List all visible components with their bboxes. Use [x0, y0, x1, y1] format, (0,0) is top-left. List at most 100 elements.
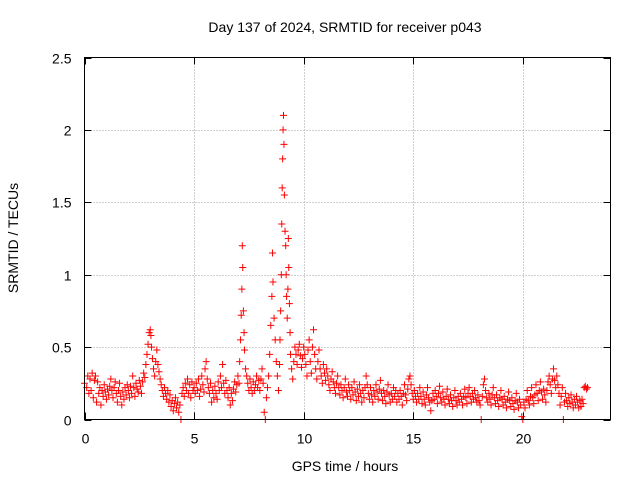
data-point — [447, 391, 455, 399]
data-point — [441, 401, 449, 409]
data-point — [281, 227, 289, 235]
data-point — [414, 389, 422, 397]
data-point — [342, 388, 350, 396]
data-point — [212, 389, 220, 397]
x-tick-label: 5 — [191, 431, 199, 447]
data-point — [508, 394, 516, 402]
data-point — [133, 385, 141, 393]
data-point — [285, 263, 293, 271]
y-tick-label: 2 — [64, 123, 72, 139]
data-point — [532, 381, 540, 389]
data-point — [102, 395, 110, 403]
data-point — [258, 365, 266, 373]
data-point — [235, 379, 243, 387]
data-point — [523, 387, 531, 395]
data-point — [185, 389, 193, 397]
data-point — [123, 381, 131, 389]
data-point — [278, 220, 286, 228]
data-point — [280, 111, 288, 119]
data-point — [372, 381, 380, 389]
data-point — [333, 379, 341, 387]
data-point — [228, 397, 236, 405]
data-point — [353, 385, 361, 393]
data-point — [292, 350, 300, 358]
data-point — [299, 355, 307, 363]
data-point — [201, 365, 209, 373]
data-point — [227, 389, 235, 397]
data-point — [279, 126, 287, 134]
data-point — [328, 368, 336, 376]
data-point — [238, 242, 246, 250]
data-point — [547, 389, 555, 397]
data-point — [371, 392, 379, 400]
data-point — [196, 392, 204, 400]
data-point — [243, 372, 251, 380]
data-point — [444, 395, 452, 403]
data-point — [110, 384, 118, 392]
data-point — [93, 398, 101, 406]
data-point — [294, 346, 302, 354]
data-point — [516, 395, 524, 403]
data-point — [170, 400, 178, 408]
data-point — [284, 235, 292, 242]
data-point — [143, 350, 151, 358]
chart-title: Day 137 of 2024, SRMTID for receiver p04… — [208, 19, 481, 35]
data-point — [545, 372, 553, 380]
data-point — [276, 360, 284, 368]
data-point — [216, 372, 224, 380]
data-point — [236, 358, 244, 366]
data-point — [465, 384, 473, 392]
data-point — [95, 389, 103, 397]
data-point — [269, 249, 277, 257]
data-point — [272, 358, 280, 366]
data-point — [368, 391, 376, 399]
data-point — [482, 387, 490, 395]
data-point — [314, 358, 322, 366]
data-point — [539, 395, 547, 403]
data-point — [510, 405, 518, 413]
grid — [84, 57, 611, 420]
data-point — [94, 378, 102, 386]
data-point — [345, 381, 353, 389]
data-point — [387, 389, 395, 397]
data-point — [164, 387, 172, 395]
data-point — [124, 387, 132, 395]
data-point — [199, 381, 207, 389]
data-point — [284, 285, 292, 293]
data-point — [288, 365, 296, 373]
data-point — [436, 382, 444, 390]
data-point — [410, 387, 418, 395]
data-point — [364, 389, 372, 397]
data-point — [165, 398, 173, 406]
data-point — [456, 389, 464, 397]
data-point — [334, 372, 342, 380]
data-point — [147, 332, 155, 340]
tick-labels: 0 5 10 15 20 0 0.5 1 1.5 2 2.5 — [52, 51, 531, 447]
data-point — [463, 400, 471, 408]
x-tick-label: 0 — [82, 431, 90, 447]
data-point — [237, 336, 245, 344]
data-point — [91, 372, 99, 380]
data-point — [384, 381, 392, 389]
data-point — [282, 271, 290, 279]
data-point — [160, 384, 168, 392]
data-point — [362, 372, 370, 380]
data-point — [200, 388, 208, 396]
data-point — [266, 350, 274, 358]
data-point — [166, 391, 174, 399]
data-point — [311, 350, 319, 358]
data-point — [187, 394, 195, 402]
data-point — [111, 378, 119, 386]
data-point — [290, 358, 298, 366]
data-point — [578, 395, 586, 403]
data-points — [81, 111, 591, 423]
data-point — [279, 155, 287, 163]
data-point — [301, 350, 309, 358]
data-point — [423, 384, 431, 392]
data-point — [267, 321, 275, 329]
data-point — [128, 389, 136, 397]
data-point — [303, 372, 311, 380]
data-point — [88, 369, 96, 377]
data-point — [106, 382, 114, 390]
